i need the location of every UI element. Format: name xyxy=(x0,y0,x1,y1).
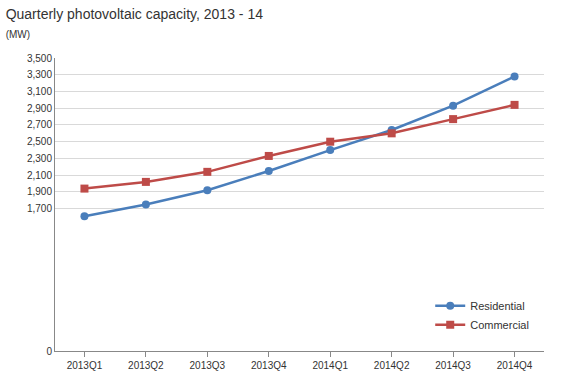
svg-text:2013Q4: 2013Q4 xyxy=(251,360,287,371)
svg-text:2,700: 2,700 xyxy=(27,119,52,130)
svg-text:3,100: 3,100 xyxy=(27,86,52,97)
svg-text:2,300: 2,300 xyxy=(27,153,52,164)
svg-text:2014Q4: 2014Q4 xyxy=(497,360,533,371)
svg-text:2014Q3: 2014Q3 xyxy=(435,360,471,371)
svg-text:2013Q2: 2013Q2 xyxy=(128,360,164,371)
svg-text:2014Q2: 2014Q2 xyxy=(374,360,410,371)
svg-text:2,100: 2,100 xyxy=(27,170,52,181)
svg-text:3,300: 3,300 xyxy=(27,69,52,80)
svg-text:1,900: 1,900 xyxy=(27,186,52,197)
svg-text:2013Q3: 2013Q3 xyxy=(190,360,226,371)
svg-text:0: 0 xyxy=(46,346,52,357)
svg-text:Residential: Residential xyxy=(470,300,524,312)
svg-text:2013Q1: 2013Q1 xyxy=(67,360,103,371)
svg-text:2014Q1: 2014Q1 xyxy=(312,360,348,371)
svg-text:3,500: 3,500 xyxy=(27,53,52,64)
svg-text:2,900: 2,900 xyxy=(27,103,52,114)
svg-text:2,500: 2,500 xyxy=(27,136,52,147)
svg-text:1,700: 1,700 xyxy=(27,203,52,214)
svg-text:Quarterly photovoltaic capacit: Quarterly photovoltaic capacity, 2013 - … xyxy=(6,6,264,39)
svg-text:Commercial: Commercial xyxy=(470,319,529,331)
